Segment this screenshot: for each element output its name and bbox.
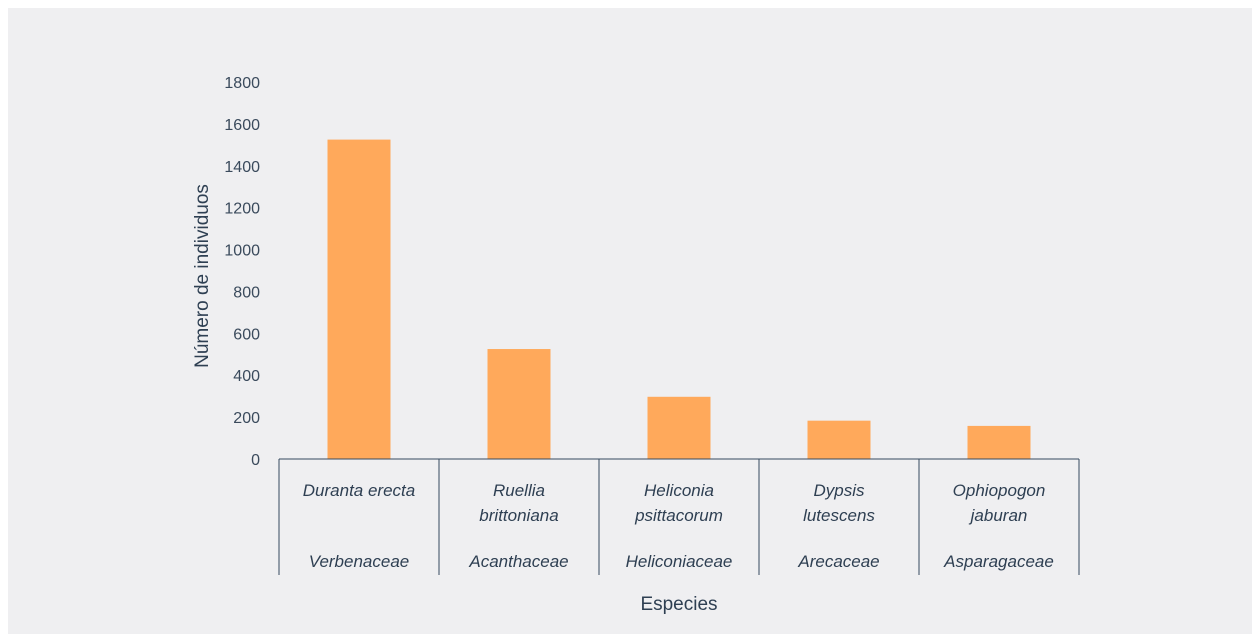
y-tick-label: 800 [233, 284, 260, 301]
bar [807, 420, 871, 459]
species-label: psittacorum [634, 506, 723, 525]
species-label: Duranta erecta [303, 481, 415, 500]
y-tick-label: 400 [233, 368, 260, 385]
species-label: brittoniana [479, 506, 558, 525]
bar [647, 396, 711, 459]
species-label: Ophiopogon [953, 481, 1046, 500]
bar-chart: 0 200 400 600 800 1000 1200 1400 1600 1800 Durant… [192, 75, 1080, 615]
y-tick-label: 1200 [224, 201, 260, 218]
species-label: jaburan [969, 506, 1028, 525]
y-tick-label: 1800 [224, 75, 260, 92]
bar [327, 139, 391, 459]
y-tick-label: 1600 [224, 117, 260, 134]
species-label: Dypsis [813, 481, 865, 500]
family-label: Asparagaceae [943, 552, 1054, 571]
family-label: Arecaceae [797, 552, 879, 571]
species-label: lutescens [803, 506, 875, 525]
y-tick-label: 200 [233, 410, 260, 427]
family-label: Verbenaceae [309, 552, 410, 571]
species-label: Heliconia [644, 481, 714, 500]
family-label: Heliconiaceae [626, 552, 733, 571]
species-label: Ruellia [493, 481, 545, 500]
y-tick-labels: 0 200 400 600 800 1000 1200 1400 1600 1800 [224, 75, 260, 469]
chart-panel: 0 200 400 600 800 1000 1200 1400 1600 1800 Durant… [8, 8, 1252, 634]
bars-group [327, 139, 1031, 459]
y-tick-label: 1000 [224, 243, 260, 260]
y-axis-title: Número de individuos [192, 184, 213, 368]
y-tick-label: 600 [233, 326, 260, 343]
bar [967, 425, 1031, 459]
x-category-labels: Duranta erecta Verbenaceae Ruellia brittoni… [303, 481, 1054, 571]
family-label: Acanthaceae [468, 552, 568, 571]
bar [487, 349, 551, 459]
x-axis-title: Especies [640, 594, 717, 615]
y-tick-label: 1400 [224, 159, 260, 176]
x-axis [278, 458, 1080, 575]
y-tick-label: 0 [251, 452, 260, 469]
